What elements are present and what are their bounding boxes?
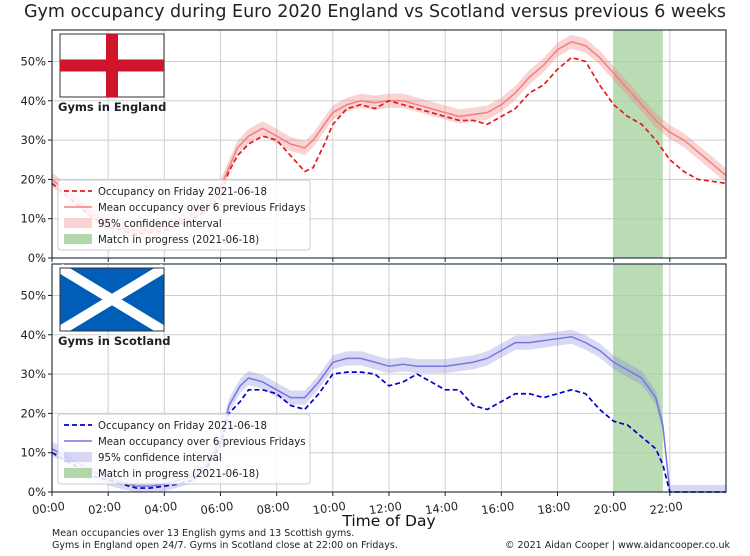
- footnote-line-2: Gyms in England open 24/7. Gyms in Scotl…: [52, 540, 398, 551]
- x-axis-label: Time of Day: [341, 512, 435, 530]
- legend-swatch-confidence: [64, 452, 92, 462]
- flag-label: Gyms in Scotland: [58, 334, 171, 348]
- match-span: [613, 264, 663, 492]
- y-tick-label: 50%: [20, 54, 46, 68]
- panel-england: 0% 10% 20% 30% 40% 50% Gyms in England Occupanc…: [20, 29, 727, 265]
- x-tick-label: 12:00: [368, 499, 403, 517]
- legend-label: Match in progress (2021-06-18): [98, 235, 259, 246]
- legend-label: Occupancy on Friday 2021-06-18: [98, 421, 267, 432]
- legend-label: 95% confidence interval: [98, 453, 222, 464]
- y-tick-label: 0%: [28, 251, 46, 265]
- flag-label: Gyms in England: [58, 100, 166, 114]
- legend-box: [57, 413, 311, 485]
- y-tick-label: 0%: [28, 485, 46, 499]
- x-tick-label: 06:00: [200, 499, 235, 517]
- legend-box: [57, 179, 311, 251]
- y-tick-label: 30%: [20, 133, 46, 147]
- y-tick-label: 10%: [20, 212, 46, 226]
- x-tick-label: 18:00: [537, 499, 572, 517]
- y-tick-label: 40%: [20, 328, 46, 342]
- scotland-flag: [57, 263, 167, 336]
- flag-saltire-2: [57, 263, 167, 336]
- flag-border: [59, 267, 165, 332]
- legend-label: Occupancy on Friday 2021-06-18: [98, 187, 267, 198]
- y-tick-label: 30%: [20, 367, 46, 381]
- credit: © 2021 Aidan Cooper | www.aidancooper.co…: [504, 540, 730, 551]
- x-tick-label: 10:00: [312, 499, 347, 517]
- legend-swatch-match: [64, 468, 92, 478]
- legend-label: Match in progress (2021-06-18): [98, 469, 259, 480]
- x-tick-label: 16:00: [480, 499, 515, 517]
- x-tick-label: 20:00: [593, 499, 628, 517]
- x-tick-label: 00:00: [31, 499, 66, 517]
- y-tick-label: 20%: [20, 172, 46, 186]
- chart-title: Gym occupancy during Euro 2020 England v…: [23, 2, 727, 22]
- x-tick-label: 02:00: [87, 499, 122, 517]
- y-tick-label: 40%: [20, 94, 46, 108]
- y-tick-label: 10%: [20, 446, 46, 460]
- panel-scotland: 0% 10% 20% 30% 40% 50% 00:00 02:00 04:00 06:00 08:…: [20, 263, 727, 530]
- x-tick-label: 22:00: [649, 499, 684, 517]
- x-tick-label: 14:00: [424, 499, 459, 517]
- x-tick-label: 04:00: [143, 499, 178, 517]
- series-friday-line: [51, 371, 726, 493]
- footnote-line-1: Mean occupancies over 13 English gyms an…: [52, 528, 355, 539]
- y-tick-label: 20%: [20, 406, 46, 420]
- legend: Occupancy on Friday 2021-06-18 Mean occup…: [57, 413, 311, 485]
- legend: Occupancy on Friday 2021-06-18 Mean occup…: [57, 179, 311, 251]
- legend-label: Mean occupancy over 6 previous Fridays: [98, 203, 306, 214]
- flag-cross-horizontal: [60, 59, 164, 72]
- x-tick-label: 08:00: [256, 499, 291, 517]
- legend-label: Mean occupancy over 6 previous Fridays: [98, 437, 306, 448]
- y-tick-label: 50%: [20, 288, 46, 302]
- england-flag: [59, 33, 165, 98]
- legend-swatch-confidence: [64, 218, 92, 228]
- match-span: [613, 30, 663, 258]
- legend-label: 95% confidence interval: [98, 219, 222, 230]
- legend-swatch-match: [64, 234, 92, 244]
